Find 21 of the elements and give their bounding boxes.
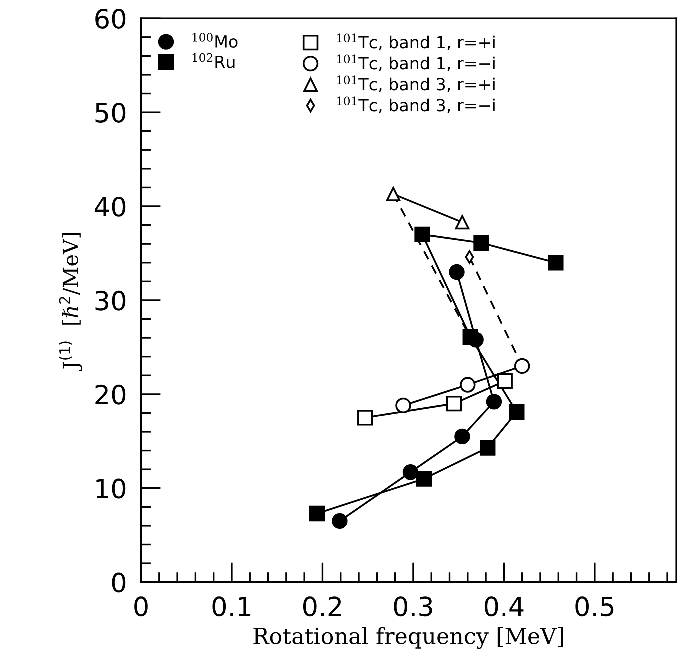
legend-label: $^{101}$Tc, band 3, r=+i — [337, 76, 495, 92]
y-tick-label: 50 — [96, 102, 126, 123]
y-tick-label: 40 — [95, 196, 126, 217]
x-tick-label: 0.3 — [394, 596, 432, 617]
x-tick-label: 0 — [134, 596, 148, 617]
legend-label: $^{102}$Ru — [192, 53, 235, 68]
legend-label: $^{101}$Tc, band 3, r=−i — [337, 96, 495, 114]
y-tick-label: 60 — [96, 9, 126, 29]
x-axis-title: Rotational frequency [MeV] — [254, 627, 564, 650]
y-tick-label: 20 — [96, 384, 126, 405]
legend-label: $^{101}$Tc, band 1, r=−i — [337, 54, 495, 72]
y-tick-label: 10 — [96, 478, 126, 499]
y-tick-label: 30 — [96, 290, 126, 311]
x-tick-label: 0.2 — [303, 596, 342, 617]
legend-label: $^{101}$Tc, band 1, r=+i — [337, 34, 495, 50]
legend-label: $^{100}$Mo — [192, 33, 238, 48]
x-tick-label: 0.4 — [484, 596, 524, 617]
y-tick-label: 0 — [112, 572, 126, 593]
x-tick-label: 0.1 — [212, 596, 251, 617]
y-axis-title: J$^{(1)}$ [ℏ$^{2}$/MeV] — [59, 233, 82, 372]
x-tick-label: 0.5 — [576, 596, 614, 617]
